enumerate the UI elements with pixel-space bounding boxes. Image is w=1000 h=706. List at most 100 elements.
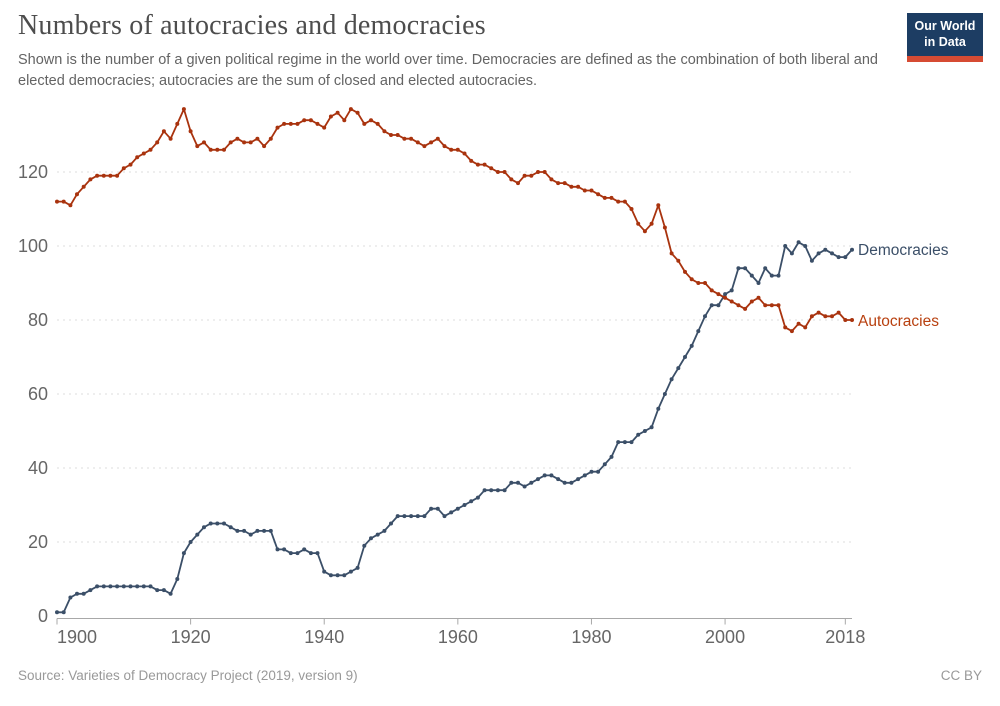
data-point-marker bbox=[783, 244, 788, 248]
data-point-marker bbox=[569, 184, 574, 189]
data-point-marker bbox=[475, 162, 480, 167]
data-point-marker bbox=[429, 506, 434, 511]
y-tick-label: 80 bbox=[28, 310, 48, 330]
data-point-marker bbox=[348, 569, 353, 574]
data-point-marker bbox=[435, 136, 440, 141]
y-tick-label: 40 bbox=[28, 458, 48, 478]
data-point-marker bbox=[716, 292, 721, 297]
owid-logo-line1: Our World bbox=[914, 18, 976, 33]
data-point-marker bbox=[743, 306, 748, 311]
data-point-marker bbox=[108, 173, 113, 178]
data-point-marker bbox=[188, 540, 193, 544]
data-point-marker bbox=[736, 303, 741, 308]
data-point-marker bbox=[502, 488, 507, 493]
data-point-marker bbox=[776, 273, 781, 278]
data-point-marker bbox=[389, 521, 393, 526]
data-point-marker bbox=[202, 140, 206, 145]
data-point-marker bbox=[328, 573, 333, 578]
owid-logo[interactable]: Our World in Data bbox=[907, 13, 983, 62]
data-point-marker bbox=[322, 569, 327, 574]
data-point-marker bbox=[148, 147, 153, 152]
series-label-autocracies: Autocracies bbox=[858, 313, 939, 330]
data-point-marker bbox=[395, 133, 400, 137]
data-point-marker bbox=[716, 303, 721, 308]
data-point-marker bbox=[181, 107, 186, 112]
data-point-marker bbox=[830, 314, 834, 319]
data-point-marker bbox=[135, 584, 140, 589]
data-point-marker bbox=[135, 155, 140, 160]
data-point-marker bbox=[282, 547, 287, 552]
series-label-democracies: Democracies bbox=[858, 242, 949, 259]
data-point-marker bbox=[616, 440, 621, 445]
data-point-marker bbox=[409, 136, 414, 141]
data-point-marker bbox=[689, 343, 694, 348]
data-point-marker bbox=[596, 192, 601, 197]
data-point-marker bbox=[763, 303, 768, 308]
data-point-marker bbox=[582, 473, 587, 478]
data-point-marker bbox=[769, 273, 774, 278]
data-point-marker bbox=[315, 551, 320, 556]
data-point-marker bbox=[195, 532, 200, 537]
data-point-marker bbox=[522, 484, 527, 489]
data-point-marker bbox=[696, 281, 701, 285]
data-point-marker bbox=[148, 584, 153, 589]
data-point-marker bbox=[709, 303, 714, 308]
data-point-marker bbox=[469, 499, 474, 504]
data-point-marker bbox=[516, 181, 520, 186]
data-point-marker bbox=[242, 140, 247, 145]
data-point-marker bbox=[723, 292, 728, 297]
data-point-marker bbox=[789, 329, 794, 334]
data-point-marker bbox=[796, 240, 801, 245]
data-point-marker bbox=[556, 181, 561, 186]
data-point-marker bbox=[268, 528, 273, 533]
x-tick-label: 2000 bbox=[705, 627, 745, 647]
data-point-marker bbox=[422, 144, 427, 149]
data-point-marker bbox=[616, 199, 621, 204]
data-point-marker bbox=[262, 528, 267, 533]
data-point-marker bbox=[88, 177, 93, 182]
data-point-marker bbox=[248, 140, 253, 145]
data-point-marker bbox=[816, 251, 821, 256]
data-point-marker bbox=[622, 440, 627, 445]
data-point-marker bbox=[756, 295, 761, 300]
data-point-marker bbox=[429, 140, 434, 145]
license-link[interactable]: CC BY bbox=[940, 668, 982, 683]
data-point-marker bbox=[642, 229, 647, 234]
data-point-marker bbox=[355, 110, 360, 115]
data-point-marker bbox=[88, 588, 93, 593]
data-point-marker bbox=[622, 199, 627, 204]
data-point-marker bbox=[375, 121, 380, 126]
data-point-marker bbox=[649, 221, 654, 226]
x-tick-label: 1960 bbox=[438, 627, 478, 647]
data-point-marker bbox=[602, 462, 607, 467]
data-point-marker bbox=[676, 366, 681, 371]
data-point-marker bbox=[562, 181, 567, 186]
data-point-marker bbox=[155, 140, 160, 145]
data-point-marker bbox=[375, 532, 380, 537]
data-point-marker bbox=[288, 121, 293, 126]
x-tick-label: 1900 bbox=[57, 627, 97, 647]
data-point-marker bbox=[322, 125, 327, 130]
data-point-marker bbox=[796, 321, 801, 326]
data-point-marker bbox=[175, 121, 180, 126]
data-point-marker bbox=[596, 469, 601, 474]
y-tick-label: 60 bbox=[28, 384, 48, 404]
data-point-marker bbox=[736, 266, 741, 271]
data-point-marker bbox=[215, 521, 220, 526]
x-tick-label: 1980 bbox=[571, 627, 611, 647]
data-point-marker bbox=[335, 110, 340, 115]
data-point-marker bbox=[235, 528, 240, 533]
data-point-marker bbox=[295, 121, 300, 126]
data-point-marker bbox=[115, 173, 120, 178]
data-point-marker bbox=[382, 528, 387, 533]
y-tick-label: 20 bbox=[28, 532, 48, 552]
data-point-marker bbox=[729, 288, 734, 293]
data-point-marker bbox=[308, 118, 313, 123]
data-point-marker bbox=[235, 136, 240, 141]
data-point-marker bbox=[128, 162, 133, 167]
data-point-marker bbox=[582, 188, 587, 193]
data-point-marker bbox=[81, 591, 86, 596]
data-point-marker bbox=[542, 170, 547, 174]
series-markers-autocracies bbox=[55, 107, 854, 334]
